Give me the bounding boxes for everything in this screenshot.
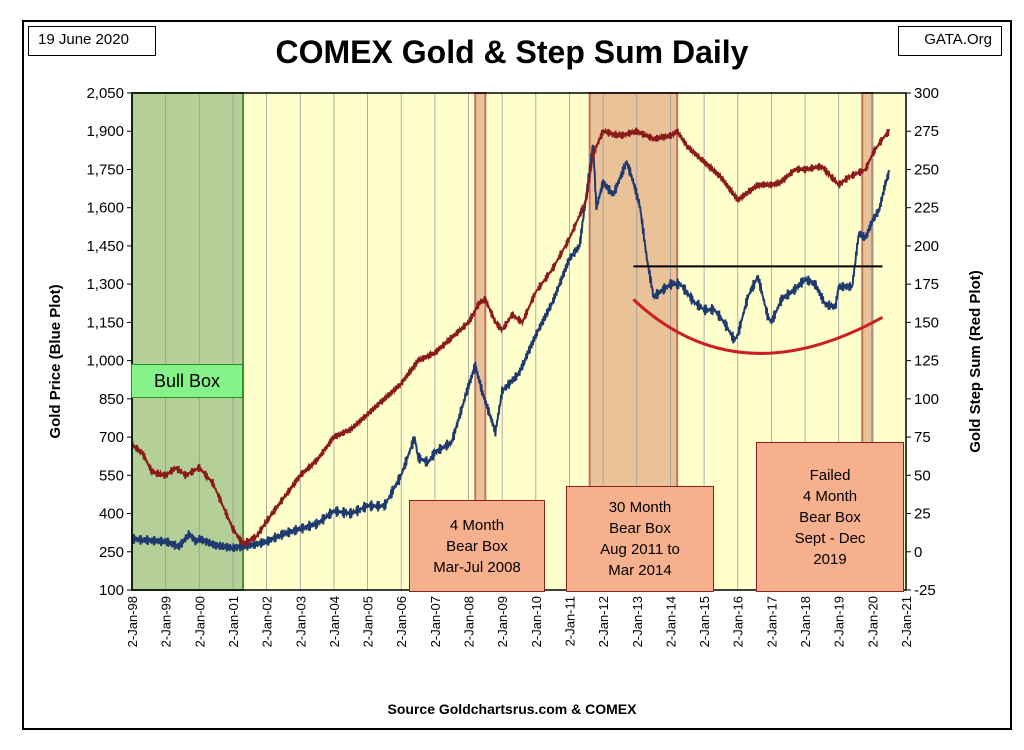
- cup-curve: [632, 298, 884, 355]
- x-tick-label: 2-Jan-07: [428, 596, 443, 647]
- y-right-tick-label: 0: [914, 544, 922, 561]
- y-right-axis-title: Gold Step Sum (Red Plot): [967, 270, 984, 453]
- x-tick-label: 2-Jan-14: [663, 596, 678, 647]
- x-tick-label: 2-Jan-01: [226, 596, 241, 647]
- source-footer: Source Goldchartsrus.com & COMEX: [387, 701, 637, 717]
- y-left-axis-title: Gold Price (Blue Plot): [47, 284, 64, 438]
- x-tick-label: 2-Jan-13: [630, 596, 645, 647]
- source-label: GATA.Org: [898, 26, 1002, 56]
- x-tick-label: 2-Jan-10: [529, 596, 544, 647]
- y-right-tick-label: 300: [914, 85, 939, 102]
- y-left-tick-label: 850: [99, 391, 124, 408]
- x-tick-label: 2-Jan-15: [697, 596, 712, 647]
- y-right-tick-label: 25: [914, 506, 931, 523]
- y-left-tick-label: 1,450: [86, 238, 124, 255]
- y-right-tick-label: 175: [914, 276, 939, 293]
- y-left-tick-label: 1,600: [86, 200, 124, 217]
- y-right-tick-label: 250: [914, 161, 939, 178]
- y-right-tick-label: 150: [914, 314, 939, 331]
- bear-box-2019-text: Failed 4 Month Bear Box Sept - Dec 2019: [794, 466, 866, 568]
- y-left-tick-label: 250: [99, 544, 124, 561]
- bear-box-2008-label: 4 Month Bear Box Mar-Jul 2008: [409, 500, 545, 592]
- x-tick-label: 2-Jan-18: [798, 596, 813, 647]
- y-right-tick-label: 275: [914, 123, 939, 140]
- y-left-tick-label: 2,050: [86, 85, 124, 102]
- x-tick-label: 2-Jan-08: [462, 596, 477, 647]
- x-tick-label: 2-Jan-19: [832, 596, 847, 647]
- x-tick-label: 2-Jan-04: [327, 596, 342, 647]
- date-label: 19 June 2020: [28, 26, 156, 56]
- x-tick-label: 2-Jan-20: [865, 596, 880, 647]
- y-left-tick-label: 1,000: [86, 353, 124, 370]
- x-tick-label: 2-Jan-21: [899, 596, 914, 647]
- x-tick-label: 2-Jan-11: [562, 596, 577, 646]
- x-tick-label: 2-Jan-05: [361, 596, 376, 647]
- x-tick-label: 2-Jan-00: [192, 596, 207, 647]
- x-tick-label: 2-Jan-09: [495, 596, 510, 647]
- y-left-tick-label: 100: [99, 582, 124, 599]
- y-right-tick-label: 50: [914, 467, 931, 484]
- y-right-tick-label: 75: [914, 429, 931, 446]
- x-tick-label: 2-Jan-03: [293, 596, 308, 647]
- y-left-tick-label: 700: [99, 429, 124, 446]
- y-left-tick-label: 1,750: [86, 161, 124, 178]
- x-tick-label: 2-Jan-16: [731, 596, 746, 647]
- y-right-tick-label: 200: [914, 238, 939, 255]
- x-tick-label: 2-Jan-02: [260, 596, 275, 647]
- bear-box-2008-text: 4 Month Bear Box Mar-Jul 2008: [433, 516, 521, 576]
- x-tick-label: 2-Jan-99: [159, 596, 174, 647]
- y-left-tick-label: 400: [99, 506, 124, 523]
- bull-box-label: Bull Box: [131, 364, 243, 398]
- chart-title: COMEX Gold & Step Sum Daily: [275, 34, 749, 70]
- bear-box-2019-label: Failed 4 Month Bear Box Sept - Dec 2019: [756, 442, 904, 592]
- bear-box-2011-label: 30 Month Bear Box Aug 2011 to Mar 2014: [566, 486, 714, 592]
- x-tick-label: 2-Jan-17: [764, 596, 779, 647]
- y-right-tick-label: 225: [914, 200, 939, 217]
- y-left-tick-label: 1,150: [86, 314, 124, 331]
- x-tick-label: 2-Jan-06: [394, 596, 409, 647]
- y-right-tick-label: 125: [914, 353, 939, 370]
- y-right-tick-label: 100: [914, 391, 939, 408]
- x-tick-label: 2-Jan-12: [596, 596, 611, 647]
- x-tick-label: 2-Jan-98: [125, 596, 140, 647]
- y-right-tick-label: -25: [914, 582, 936, 599]
- y-left-tick-label: 550: [99, 467, 124, 484]
- gold-price-line: [131, 144, 891, 553]
- y-left-tick-label: 1,900: [86, 123, 124, 140]
- y-left-tick-label: 1,300: [86, 276, 124, 293]
- bear-box-2011-text: 30 Month Bear Box Aug 2011 to Mar 2014: [600, 499, 680, 579]
- step-sum-line: [131, 127, 891, 547]
